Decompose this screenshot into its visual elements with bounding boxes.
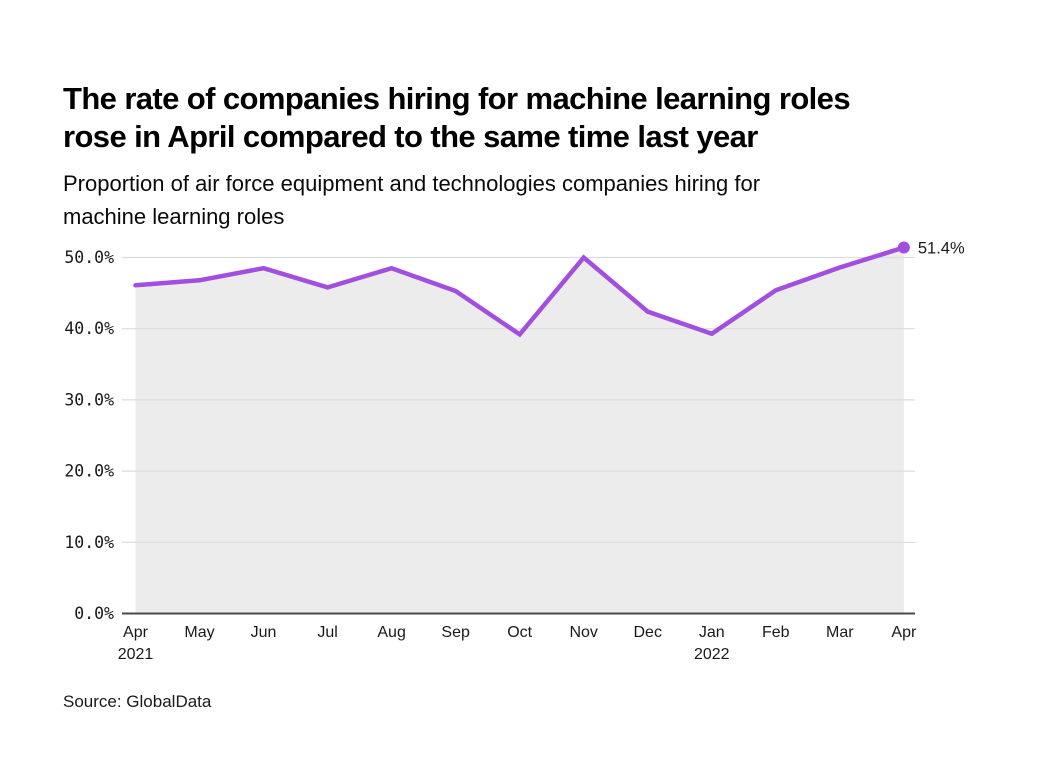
x-tick-year-label: 2022 — [694, 646, 730, 663]
subtitle-line-2: machine learning roles — [63, 204, 285, 229]
x-tick-label: Jan — [699, 624, 725, 641]
area-fill — [135, 247, 904, 614]
x-tick-label: Dec — [634, 624, 662, 641]
y-tick-label: 10.0% — [64, 533, 114, 552]
x-tick-label: May — [184, 624, 214, 641]
y-tick-label: 0.0% — [74, 604, 114, 623]
x-tick-label: Oct — [507, 624, 532, 641]
end-point-label: 51.4% — [918, 240, 965, 258]
title-line-2: rose in April compared to the same time … — [63, 119, 758, 154]
y-tick-label: 30.0% — [64, 390, 114, 409]
x-tick-label: Aug — [377, 624, 405, 641]
x-tick-label: Sep — [441, 624, 470, 641]
subtitle-line-1: Proportion of air force equipment and te… — [63, 171, 761, 196]
x-tick-label: Jul — [317, 624, 337, 641]
x-tick-label: Mar — [826, 624, 854, 641]
y-tick-label: 20.0% — [64, 462, 114, 481]
page-title: The rate of companies hiring for machine… — [63, 80, 983, 156]
x-tick-label: Feb — [762, 624, 790, 641]
trend-line — [133, 245, 907, 338]
x-tick-year-label: 2021 — [118, 646, 154, 663]
chart-subtitle: Proportion of air force equipment and te… — [63, 167, 963, 233]
x-tick-label: Jun — [251, 624, 277, 641]
y-tick-label: 50.0% — [64, 248, 114, 267]
x-tick-label: Nov — [569, 624, 597, 641]
x-tick-label: Apr — [891, 624, 917, 641]
y-tick-label: 40.0% — [64, 319, 114, 338]
source-note: Source: GlobalData — [63, 692, 212, 711]
title-line-1: The rate of companies hiring for machine… — [63, 81, 851, 116]
line-chart: 0.0% 10.0% 20.0% 30.0% 40.0% 50.0% 51.4% Apr 202… — [64, 240, 965, 663]
end-point-dot — [897, 241, 910, 254]
x-tick-label: Apr — [123, 624, 149, 641]
